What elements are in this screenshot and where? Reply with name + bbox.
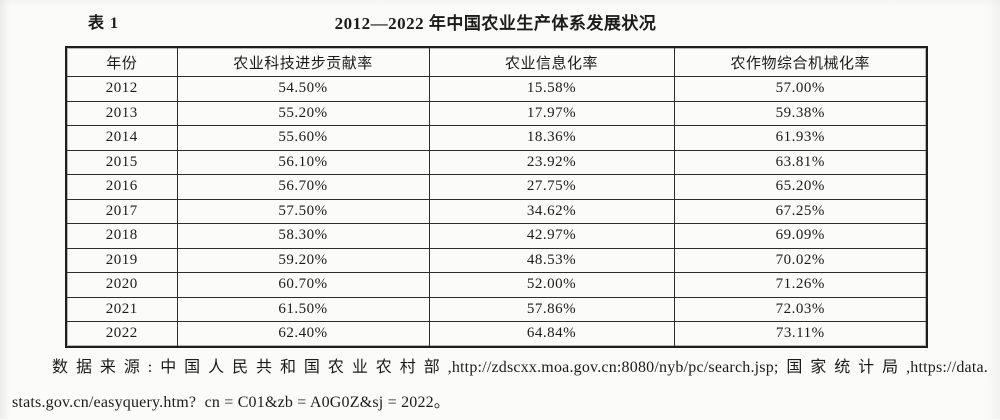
table-row: 2018 58.30% 42.97% 69.09% bbox=[65, 223, 928, 249]
column-header: 年份 bbox=[65, 46, 178, 77]
value-cell: 71.26% bbox=[673, 272, 928, 298]
source-note-line-2: stats.gov.cn/easyquery.htm? cn = C01&zb … bbox=[12, 394, 451, 411]
value-cell: 59.20% bbox=[176, 247, 430, 273]
value-cell: 56.70% bbox=[176, 174, 430, 200]
value-cell: 62.40% bbox=[176, 321, 430, 347]
table-caption-row: 表 1 2012—2022 年中国农业生产体系发展状况 bbox=[65, 9, 926, 35]
value-cell: 58.30% bbox=[176, 223, 430, 249]
value-cell: 73.11% bbox=[673, 321, 928, 347]
year-cell: 2016 bbox=[65, 174, 178, 200]
value-cell: 69.09% bbox=[673, 223, 928, 249]
value-cell: 67.25% bbox=[673, 198, 928, 224]
column-header: 农业信息化率 bbox=[428, 46, 675, 77]
value-cell: 57.50% bbox=[176, 198, 430, 224]
value-cell: 72.03% bbox=[673, 296, 928, 322]
value-cell: 55.20% bbox=[176, 100, 430, 126]
value-cell: 61.93% bbox=[673, 125, 928, 151]
value-cell: 27.75% bbox=[428, 174, 675, 200]
year-cell: 2021 bbox=[65, 296, 178, 322]
table-row: 2012 54.50% 15.58% 57.00% bbox=[65, 76, 928, 102]
year-cell: 2022 bbox=[65, 321, 178, 347]
table-row: 2021 61.50% 57.86% 72.03% bbox=[65, 296, 928, 322]
table-row: 2015 56.10% 23.92% 63.81% bbox=[65, 149, 928, 175]
year-cell: 2020 bbox=[65, 272, 178, 298]
statistics-table: 年份 农业科技进步贡献率 农业信息化率 农作物综合机械化率 2012 54.50% 15.… bbox=[65, 46, 928, 348]
table-row: 2013 55.20% 17.97% 59.38% bbox=[65, 100, 928, 126]
table-row: 2014 55.60% 18.36% 61.93% bbox=[65, 125, 928, 151]
value-cell: 56.10% bbox=[176, 149, 430, 175]
value-cell: 57.86% bbox=[428, 296, 675, 322]
table-row: 2017 57.50% 34.62% 67.25% bbox=[65, 198, 928, 224]
value-cell: 42.97% bbox=[428, 223, 675, 249]
value-cell: 18.36% bbox=[428, 125, 675, 151]
year-cell: 2015 bbox=[65, 149, 178, 175]
value-cell: 23.92% bbox=[428, 149, 675, 175]
value-cell: 64.84% bbox=[428, 321, 675, 347]
value-cell: 17.97% bbox=[428, 100, 675, 126]
year-cell: 2014 bbox=[65, 125, 178, 151]
value-cell: 34.62% bbox=[428, 198, 675, 224]
source-note-line-1: 数据来源:中国人民共和国农业农村部,http://zdscxx.moa.gov.… bbox=[52, 359, 988, 376]
value-cell: 55.60% bbox=[176, 125, 430, 151]
value-cell: 15.58% bbox=[428, 76, 675, 102]
value-cell: 54.50% bbox=[176, 76, 430, 102]
year-cell: 2018 bbox=[65, 223, 178, 249]
table-row: 2019 59.20% 48.53% 70.02% bbox=[65, 247, 928, 273]
year-cell: 2017 bbox=[65, 198, 178, 224]
value-cell: 52.00% bbox=[428, 272, 675, 298]
year-cell: 2012 bbox=[65, 76, 178, 102]
value-cell: 63.81% bbox=[673, 149, 928, 175]
value-cell: 59.38% bbox=[673, 100, 928, 126]
data-source-note: 数据来源:中国人民共和国农业农村部,http://zdscxx.moa.gov.… bbox=[12, 350, 988, 420]
value-cell: 65.20% bbox=[673, 174, 928, 200]
table-body: 2012 54.50% 15.58% 57.00% 2013 55.20% 17.97% 59… bbox=[65, 76, 928, 347]
value-cell: 57.00% bbox=[673, 76, 928, 102]
year-cell: 2013 bbox=[65, 100, 178, 126]
value-cell: 60.70% bbox=[176, 272, 430, 298]
column-header: 农业科技进步贡献率 bbox=[176, 46, 430, 77]
value-cell: 61.50% bbox=[176, 296, 430, 322]
table-row: 2016 56.70% 27.75% 65.20% bbox=[65, 174, 928, 200]
table-title: 2012—2022 年中国农业生产体系发展状况 bbox=[334, 14, 657, 33]
column-header: 农作物综合机械化率 bbox=[673, 46, 928, 77]
table-header-row: 年份 农业科技进步贡献率 农业信息化率 农作物综合机械化率 bbox=[65, 46, 928, 77]
table-row: 2022 62.40% 64.84% 73.11% bbox=[65, 321, 928, 347]
table-row: 2020 60.70% 52.00% 71.26% bbox=[65, 272, 928, 298]
year-cell: 2019 bbox=[65, 247, 178, 273]
value-cell: 48.53% bbox=[428, 247, 675, 273]
table-number-label: 表 1 bbox=[88, 15, 120, 32]
value-cell: 70.02% bbox=[673, 247, 928, 273]
